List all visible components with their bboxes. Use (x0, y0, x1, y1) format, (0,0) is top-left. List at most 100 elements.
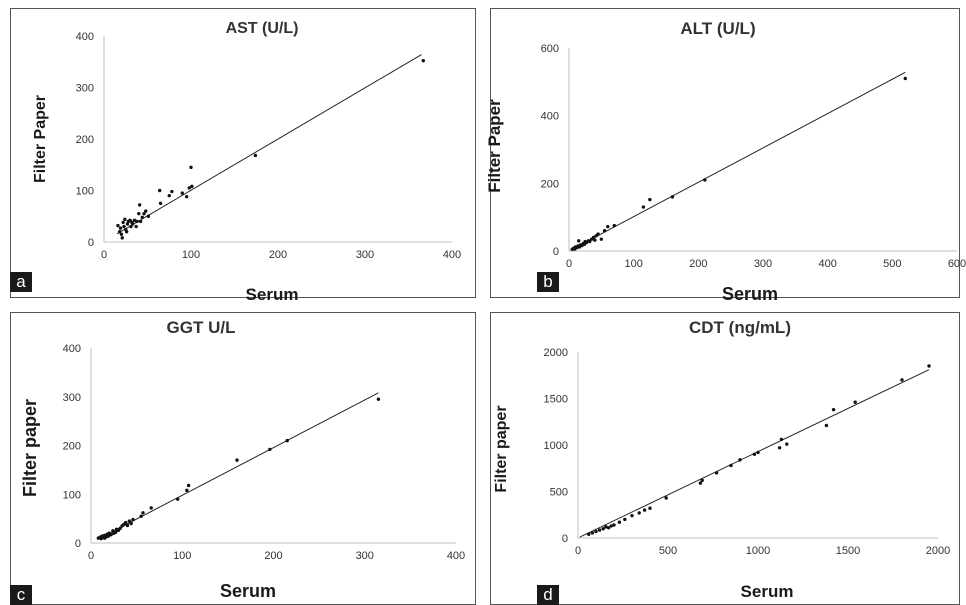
chart-1-data-point (146, 214, 151, 218)
chart-1-data-point (170, 189, 174, 194)
chart-1-data-point (158, 201, 163, 206)
chart-2-data-point (606, 224, 610, 229)
chart-1-y-axis-label: Filter Paper (32, 95, 49, 183)
chart-1-data-point (120, 236, 124, 240)
chart-3-data-point (131, 517, 135, 522)
panel-letter-c: c (10, 585, 32, 605)
chart-3-data-point (109, 533, 113, 537)
chart-3-data-point (185, 488, 189, 493)
chart-2-x-tick-label: 400 (818, 258, 836, 270)
chart-2-x-axis-label: Serum (722, 284, 778, 304)
chart-1-data-point (121, 220, 125, 225)
chart-2-x-tick-label: 600 (948, 258, 966, 270)
panel-b-border (490, 8, 960, 298)
chart-4-y-tick-label: 1500 (544, 394, 568, 406)
chart-4-data-point (785, 442, 789, 446)
chart-4-data-point (630, 513, 634, 518)
chart-4-data-point (590, 531, 595, 535)
chart-2-data-point (593, 238, 597, 242)
chart-1-data-point (189, 165, 193, 170)
chart-4-data-point (831, 407, 836, 412)
chart-1-data-point (125, 222, 130, 226)
chart-2-y-tick-label: 600 (541, 43, 559, 55)
chart-3-y-tick-label: 100 (63, 489, 81, 501)
chart-4-x-tick-label: 0 (575, 545, 581, 557)
chart-4-data-point (587, 532, 591, 536)
chart-1-data-point (144, 209, 148, 213)
chart-1-data-point (131, 222, 135, 226)
chart-1-data-point (134, 224, 138, 229)
panel-a-border (10, 8, 476, 298)
chart-3-y-tick-label: 200 (63, 441, 81, 453)
chart-1-data-point (122, 224, 126, 229)
panel-letter-d: d (537, 585, 559, 605)
chart-4-data-point (777, 446, 782, 450)
chart-4-data-point (648, 506, 652, 510)
chart-1-y-tick-label: 300 (76, 83, 94, 95)
chart-3-data-point (268, 447, 272, 452)
chart-4-data-point (698, 481, 703, 485)
chart-1-data-point (253, 153, 258, 158)
chart-3-y-tick-label: 0 (75, 538, 81, 550)
chart-2-x-tick-label: 300 (754, 258, 772, 270)
chart-4-data-point (664, 496, 668, 500)
chart-4-data-point (612, 523, 616, 527)
chart-4-data-point (597, 528, 602, 532)
chart-2-x-tick-label: 0 (566, 258, 572, 270)
chart-3-data-point (118, 526, 122, 531)
chart-4-y-tick-label: 2000 (544, 347, 568, 359)
chart-2-x-tick-label: 200 (689, 258, 707, 270)
chart-4-data-point (779, 437, 784, 442)
chart-4-title: CDT (ng/mL) (689, 318, 791, 337)
chart-1-y-tick-label: 200 (76, 134, 94, 146)
chart-1-x-tick-label: 100 (182, 249, 200, 261)
chart-1-data-point (118, 226, 123, 230)
chart-3-x-tick-label: 200 (264, 550, 282, 562)
chart-3-y-tick-label: 400 (63, 343, 81, 355)
chart-2-data-point (648, 197, 652, 202)
chart-2-data-point (670, 195, 675, 199)
chart-4-data-point (609, 524, 613, 528)
chart-2-data-point (599, 237, 604, 241)
chart-3-x-tick-label: 400 (447, 550, 465, 562)
chart-2-data-point (903, 76, 907, 81)
chart-1-data-point (119, 232, 124, 236)
chart-2-data-point (596, 232, 600, 236)
chart-1-data-point (421, 59, 425, 63)
chart-2-data-point (587, 239, 592, 244)
chart-1-data-point (184, 194, 189, 199)
chart-1-data-point (138, 219, 143, 224)
chart-4-data-point (700, 478, 704, 483)
chart-4-data-point (729, 463, 733, 468)
chart-4-y-tick-label: 500 (550, 487, 568, 499)
chart-1-x-axis-label: Serum (246, 285, 299, 304)
chart-1-y-tick-label: 400 (76, 31, 94, 43)
chart-3-x-tick-label: 0 (88, 550, 94, 562)
chart-4-data-point (927, 364, 931, 368)
chart-1-data-point (187, 186, 191, 190)
chart-3-data-point (376, 397, 381, 401)
chart-3-data-point (129, 521, 133, 526)
chart-2-y-tick-label: 200 (541, 178, 559, 190)
chart-3-y-axis-label: Filter paper (20, 399, 40, 497)
chart-1-x-tick-label: 300 (356, 249, 374, 261)
chart-3-data-point (113, 530, 118, 534)
chart-3-data-point (235, 458, 239, 462)
chart-3-data-point (149, 506, 153, 510)
chart-4-data-point (752, 452, 757, 456)
chart-4-data-point (623, 517, 627, 522)
chart-4-data-point (756, 450, 760, 455)
chart-1-data-point (142, 211, 146, 216)
chart-2-data-point (591, 235, 596, 240)
panel-letter-b: b (537, 272, 559, 292)
chart-2-y-tick-label: 0 (553, 246, 559, 258)
chart-2-data-point (612, 223, 616, 228)
chart-4-x-tick-label: 1000 (746, 545, 770, 557)
chart-3-data-point (285, 438, 289, 443)
chart-4-data-point (738, 458, 742, 462)
chart-1-title: AST (U/L) (226, 20, 299, 37)
chart-3-data-point (127, 519, 132, 523)
chart-2-x-tick-label: 500 (883, 258, 901, 270)
chart-1-data-point (124, 230, 129, 234)
